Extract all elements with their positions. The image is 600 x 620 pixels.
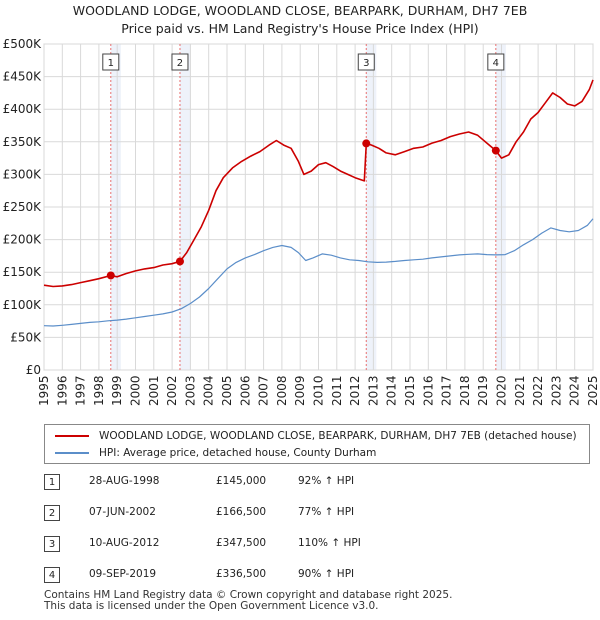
sale-point: [362, 139, 371, 148]
sale-row: 4 09-SEP-2019 £336,500 90% ↑ HPI: [44, 567, 444, 587]
x-axis-ticks: 1995 1996 1997 1998 1999 2000 2001 2002 2003 2004…: [37, 375, 600, 406]
x-tick-label: 1999: [110, 375, 124, 406]
sale-date: 07-JUN-2002: [89, 506, 156, 518]
sale-point: [491, 146, 500, 155]
sale-hpi-change: 110% ↑ HPI: [298, 537, 361, 549]
sale-row: 3 10-AUG-2012 £347,500 110% ↑ HPI: [44, 536, 444, 556]
series: [43, 79, 594, 327]
x-tick-label: 2018: [458, 375, 472, 406]
sale-number-badge: 2: [44, 505, 60, 521]
x-tick-label: 2014: [385, 375, 399, 406]
footer: Contains HM Land Registry data © Crown c…: [44, 590, 452, 612]
legend-item-property: WOODLAND LODGE, WOODLAND CLOSE, BEARPARK…: [55, 428, 577, 444]
x-tick-label: 2003: [183, 375, 197, 406]
sale-number-badge: 1: [44, 474, 60, 490]
x-tick-label: 1997: [74, 375, 88, 406]
sale-price: £145,000: [216, 475, 267, 487]
sale-number-boxes: 1 2 3 4: [102, 53, 505, 71]
sale-price: £347,500: [216, 537, 267, 549]
y-tick-label: £50K: [10, 330, 42, 344]
sale-row: 2 07-JUN-2002 £166,500 77% ↑ HPI: [44, 505, 444, 525]
chart-title: WOODLAND LODGE, WOODLAND CLOSE, BEARPARK…: [0, 2, 600, 38]
x-tick-label: 1996: [55, 375, 69, 406]
y-tick-label: £300K: [3, 167, 43, 181]
legend-item-hpi: HPI: Average price, detached house, Coun…: [55, 445, 376, 461]
x-tick-label: 2016: [421, 375, 435, 406]
y-tick-label: £250K: [3, 200, 43, 214]
x-tick-label: 2012: [348, 375, 362, 406]
sale-number-label: 3: [363, 58, 369, 69]
chart-title-line-1: WOODLAND LODGE, WOODLAND CLOSE, BEARPARK…: [72, 3, 528, 18]
hpi-line: [43, 218, 594, 327]
x-tick-label: 2007: [257, 375, 271, 406]
y-tick-label: £450K: [3, 70, 43, 84]
sale-hpi-change: 90% ↑ HPI: [298, 568, 355, 580]
sale-price: £166,500: [216, 506, 267, 518]
x-tick-label: 2017: [440, 375, 454, 406]
x-tick-label: 2004: [202, 375, 216, 406]
x-tick-label: 2013: [366, 375, 380, 406]
sale-row: 1 28-AUG-1998 £145,000 92% ↑ HPI: [44, 474, 444, 494]
sale-date: 10-AUG-2012: [89, 537, 160, 549]
legend-swatch-hpi: [55, 452, 89, 454]
x-tick-label: 2005: [220, 375, 234, 406]
x-tick-label: 2022: [531, 375, 545, 406]
x-tick-label: 2008: [275, 375, 289, 406]
price-chart: 1 2 3 4 £0 £50K £100K £150K £200K £250K £300K £350…: [3, 37, 600, 406]
x-tick-label: 2019: [476, 375, 490, 406]
y-tick-label: £100K: [3, 298, 43, 312]
sale-number-label: 4: [493, 58, 499, 69]
sale-point: [106, 271, 115, 280]
sale-number-box: [487, 53, 505, 71]
legend: WOODLAND LODGE, WOODLAND CLOSE, BEARPARK…: [44, 424, 590, 464]
sale-number-badge: 3: [44, 536, 60, 552]
sale-number-label: 1: [108, 58, 114, 69]
y-tick-label: £500K: [3, 37, 43, 51]
x-tick-label: 1998: [92, 375, 106, 406]
sale-number-box: [102, 53, 120, 71]
sale-number-box: [171, 53, 189, 71]
x-tick-label: 2021: [513, 375, 527, 406]
sale-point: [175, 257, 184, 266]
y-tick-label: £350K: [3, 135, 43, 149]
legend-swatch-property: [55, 435, 89, 437]
y-tick-label: £400K: [3, 102, 43, 116]
chart-title-line-2: Price paid vs. HM Land Registry's House …: [121, 21, 479, 36]
grid: [43, 43, 594, 371]
sale-date: 28-AUG-1998: [89, 475, 160, 487]
sale-number-badge: 4: [44, 567, 60, 583]
x-tick-label: 2006: [238, 375, 252, 406]
sale-number-label: 2: [177, 58, 183, 69]
x-tick-label: 2010: [312, 375, 326, 406]
sale-date: 09-SEP-2019: [89, 568, 157, 580]
sale-price: £336,500: [216, 568, 267, 580]
sale-hpi-change: 77% ↑ HPI: [298, 506, 355, 518]
sale-number-box: [357, 53, 375, 71]
property-price-line: [43, 79, 594, 288]
y-tick-label: £150K: [3, 265, 43, 279]
x-tick-label: 2015: [403, 375, 417, 406]
y-tick-label: £0: [26, 363, 41, 377]
footer-licence: This data is licensed under the Open Gov…: [44, 600, 379, 612]
y-axis-ticks: £0 £50K £100K £150K £200K £250K £300K £350K £400…: [3, 37, 43, 377]
footer-copyright: Contains HM Land Registry data © Crown c…: [44, 589, 453, 601]
sale-points: [106, 139, 500, 280]
legend-label-hpi: HPI: Average price, detached house, Coun…: [99, 447, 377, 459]
x-tick-label: 2025: [586, 375, 600, 406]
x-tick-label: 2002: [165, 375, 179, 406]
x-tick-label: 2011: [330, 375, 344, 406]
sale-hpi-change: 92% ↑ HPI: [298, 475, 355, 487]
x-tick-label: 2020: [495, 375, 509, 406]
x-tick-label: 2001: [147, 375, 161, 406]
y-tick-label: £200K: [3, 233, 43, 247]
x-tick-label: 2023: [549, 375, 563, 406]
x-tick-label: 1995: [37, 375, 51, 406]
x-tick-label: 2009: [293, 375, 307, 406]
x-tick-label: 2024: [568, 375, 582, 406]
legend-label-property: WOODLAND LODGE, WOODLAND CLOSE, BEARPARK…: [99, 430, 577, 442]
x-tick-label: 2000: [129, 375, 143, 406]
